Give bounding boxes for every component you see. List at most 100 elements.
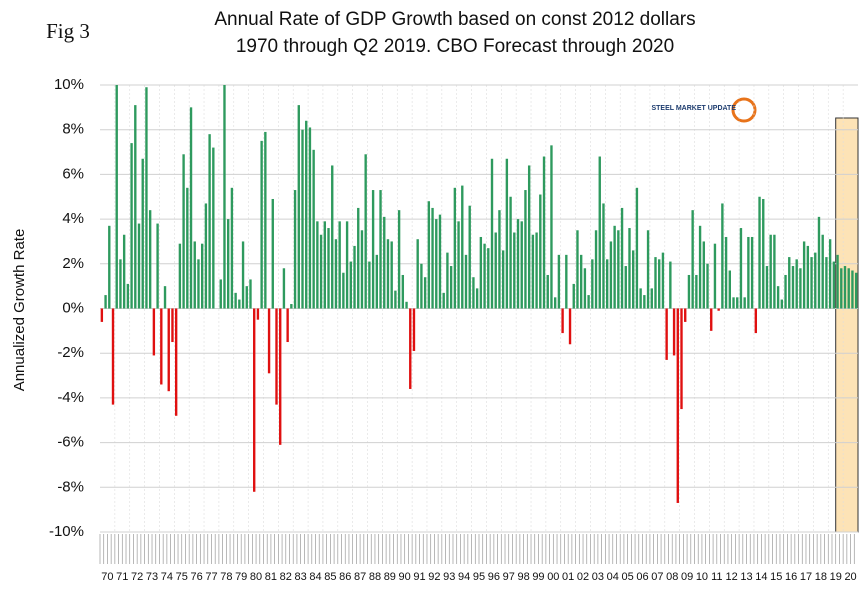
bar (765, 266, 769, 309)
bar (438, 214, 442, 309)
bar (579, 254, 583, 309)
bar (453, 187, 457, 309)
bar (420, 263, 423, 309)
bar (316, 221, 319, 309)
bar (312, 149, 315, 309)
bar (122, 234, 126, 309)
bar (271, 198, 274, 309)
x-tick-label: 87 (354, 571, 366, 583)
bar (145, 87, 148, 309)
chart-subtitle: 1970 through Q2 2019. CBO Forecast throu… (236, 36, 674, 57)
bar (665, 308, 668, 360)
x-tick-label: 16 (785, 571, 797, 583)
bar (828, 239, 832, 309)
y-tick-label: -4% (57, 389, 84, 406)
x-tick-label: 98 (517, 571, 529, 583)
bar (750, 236, 754, 309)
x-tick-label: 14 (755, 571, 767, 583)
bar (661, 252, 665, 309)
bar (427, 201, 431, 309)
bar (535, 232, 538, 309)
bar (290, 304, 293, 309)
bar (130, 143, 133, 309)
bar (245, 286, 248, 309)
bar (279, 308, 282, 445)
bar (806, 245, 810, 309)
bar (840, 268, 843, 309)
bar (353, 245, 356, 309)
bar (576, 230, 579, 309)
forecast-region (835, 117, 859, 533)
x-tick-label: 86 (339, 571, 351, 583)
bar (539, 194, 542, 309)
bar (654, 257, 657, 309)
bar (446, 252, 449, 309)
bar (193, 241, 196, 309)
x-tick-label: 07 (651, 571, 663, 583)
bar (609, 241, 613, 309)
x-tick-label: 04 (607, 571, 619, 583)
x-tick-label: 90 (399, 571, 411, 583)
bar (680, 308, 683, 410)
bar (234, 292, 237, 309)
x-tick-label: 12 (726, 571, 738, 583)
bar (799, 268, 802, 309)
x-tick-label: 08 (666, 571, 678, 583)
bar (494, 232, 497, 309)
chart-title: Annual Rate of GDP Growth based on const… (214, 9, 695, 30)
x-tick-label: 74 (161, 571, 173, 583)
y-tick-label: 2% (62, 255, 84, 272)
x-tick-label: 09 (681, 571, 693, 583)
bar (137, 223, 141, 309)
bar (847, 268, 850, 309)
bar (119, 259, 122, 309)
bar (223, 85, 226, 309)
y-tick-label: 4% (62, 210, 84, 227)
bar (732, 297, 735, 309)
bar (167, 308, 170, 392)
bar (613, 225, 616, 309)
bar (825, 257, 828, 309)
bar (557, 254, 561, 309)
x-tick-label: 89 (384, 571, 396, 583)
bar (111, 308, 115, 405)
bar (817, 216, 821, 309)
bar (490, 158, 494, 309)
bar (635, 187, 639, 309)
bar (442, 292, 445, 309)
bar (375, 254, 379, 309)
x-tick-label: 73 (146, 571, 158, 583)
bar (624, 266, 627, 309)
bar (650, 288, 653, 309)
bar (360, 230, 364, 309)
bar (357, 207, 360, 309)
bar (594, 230, 598, 309)
bar (587, 295, 590, 309)
bar (409, 308, 412, 389)
x-tick-label: 99 (532, 571, 544, 583)
bar (260, 140, 263, 309)
bar (606, 259, 609, 309)
x-tick-label: 13 (740, 571, 752, 583)
y-tick-label: -8% (57, 478, 84, 495)
bar (189, 107, 193, 309)
y-tick-label: 6% (62, 165, 84, 182)
bar (583, 268, 587, 309)
x-tick-label: 18 (815, 571, 827, 583)
bar (483, 243, 486, 309)
bar (546, 274, 549, 309)
x-tick-label: 75 (176, 571, 188, 583)
bar (100, 308, 104, 322)
x-tick-label: 78 (220, 571, 232, 583)
bar (416, 239, 419, 309)
bar (468, 205, 471, 309)
bar (602, 203, 605, 309)
bar (821, 234, 824, 309)
bar (542, 156, 546, 309)
bar (762, 198, 765, 309)
bar (319, 234, 323, 309)
x-tick-label: 71 (116, 571, 128, 583)
x-tick-label: 82 (280, 571, 292, 583)
x-tick-label: 96 (488, 571, 500, 583)
